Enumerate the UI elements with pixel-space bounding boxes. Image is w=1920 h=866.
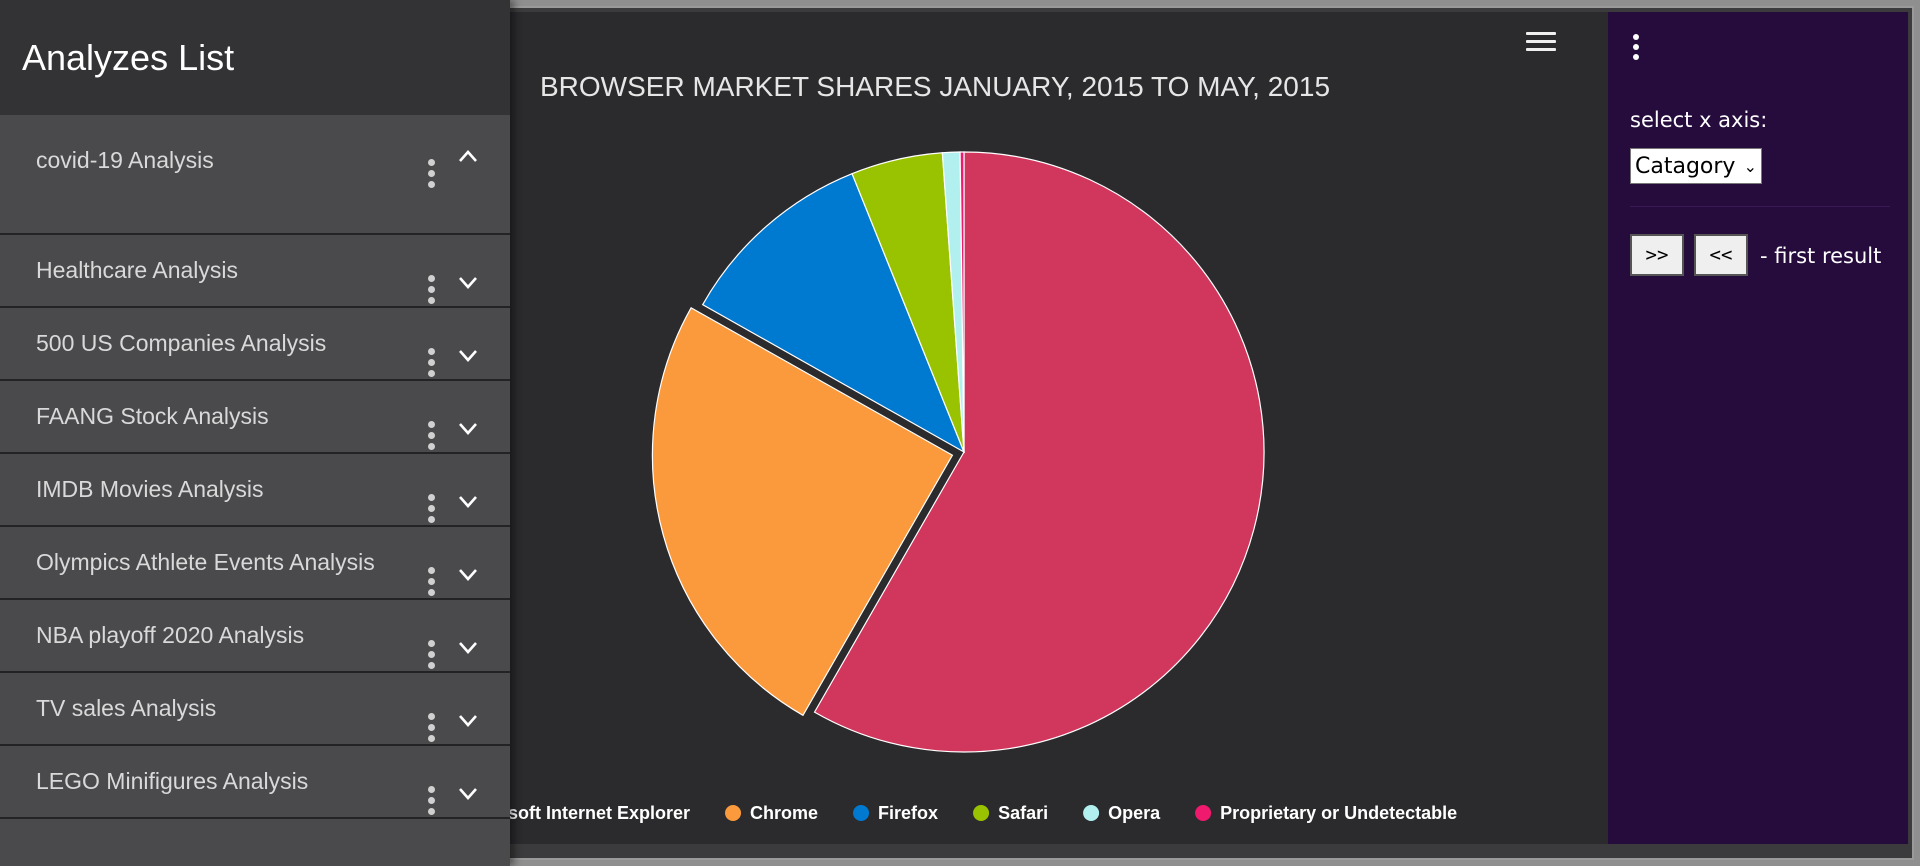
- x-axis-selected-value: Catagory: [1635, 153, 1736, 179]
- chevron-down-icon[interactable]: [458, 275, 478, 289]
- legend-item[interactable]: rosoft Internet Explorer: [500, 803, 690, 823]
- analysis-item-label: covid-19 Analysis: [36, 147, 214, 173]
- analysis-list-item[interactable]: Olympics Athlete Events Analysis: [0, 527, 510, 600]
- legend-item[interactable]: Chrome: [750, 803, 818, 823]
- options-panel: select x axis: Catagory ⌄ >> << - first …: [1608, 12, 1908, 844]
- sidebar-title: Analyzes List: [0, 0, 510, 115]
- chart-legend: rosoft Internet Explorer Chrome Firefox Saf…: [500, 803, 1457, 823]
- x-axis-select[interactable]: Catagory ⌄: [1630, 148, 1762, 184]
- analysis-item-label: Healthcare Analysis: [36, 257, 238, 283]
- divider: [1630, 206, 1890, 207]
- analysis-item-label: TV sales Analysis: [36, 695, 217, 721]
- pie-chart: BROWSER MARKET SHARES JANUARY, 2015 TO M…: [500, 71, 1457, 823]
- analysis-list: covid-19 Analysis Healthcare Analysis 500 …: [0, 115, 510, 819]
- legend-marker: [1083, 805, 1100, 821]
- analysis-list-item[interactable]: Healthcare Analysis: [0, 235, 510, 308]
- item-more-icon[interactable]: [428, 494, 435, 523]
- next-result-button[interactable]: >>: [1630, 234, 1684, 276]
- result-status: - first result: [1760, 244, 1882, 268]
- analysis-list-item[interactable]: 500 US Companies Analysis: [0, 308, 510, 381]
- item-more-icon[interactable]: [428, 713, 435, 742]
- item-more-icon[interactable]: [428, 348, 435, 377]
- legend-item[interactable]: Opera: [1108, 803, 1161, 823]
- pie-slice-microsoft-internet-explorer[interactable]: [813, 151, 1265, 753]
- item-more-icon[interactable]: [428, 275, 435, 304]
- analysis-item-label: Olympics Athlete Events Analysis: [36, 549, 375, 575]
- pie-slice-firefox[interactable]: [701, 172, 966, 454]
- pie-slice-proprietary-or-undetectable[interactable]: [959, 151, 965, 453]
- chevron-down-icon[interactable]: [458, 640, 478, 654]
- analysis-list-item[interactable]: covid-19 Analysis: [0, 115, 510, 235]
- chevron-down-icon[interactable]: [458, 567, 478, 581]
- legend-item[interactable]: Safari: [998, 803, 1048, 823]
- analysis-list-item[interactable]: NBA playoff 2020 Analysis: [0, 600, 510, 673]
- item-more-icon[interactable]: [428, 786, 435, 815]
- analysis-item-label: 500 US Companies Analysis: [36, 330, 327, 356]
- chart-title: BROWSER MARKET SHARES JANUARY, 2015 TO M…: [540, 71, 1330, 102]
- analyzes-sidebar: Analyzes List covid-19 Analysis Healthcar…: [0, 0, 510, 866]
- item-more-icon[interactable]: [428, 159, 435, 188]
- legend-marker: [1195, 805, 1212, 821]
- legend-marker: [725, 805, 742, 821]
- legend-item[interactable]: Firefox: [878, 803, 938, 823]
- chevron-down-icon[interactable]: [458, 713, 478, 727]
- analysis-list-item[interactable]: TV sales Analysis: [0, 673, 510, 746]
- analysis-item-label: NBA playoff 2020 Analysis: [36, 622, 305, 648]
- chevron-down-icon[interactable]: [458, 348, 478, 362]
- prev-result-button[interactable]: <<: [1694, 234, 1748, 276]
- legend-item[interactable]: Proprietary or Undetectable: [1220, 803, 1457, 823]
- analysis-item-label: IMDB Movies Analysis: [36, 476, 264, 502]
- legend-marker: [853, 805, 870, 821]
- chart-menu-icon[interactable]: [1526, 32, 1556, 54]
- analysis-list-item[interactable]: IMDB Movies Analysis: [0, 454, 510, 527]
- legend-marker: [973, 805, 990, 821]
- x-axis-label: select x axis:: [1630, 108, 1768, 132]
- panel-more-icon[interactable]: [1633, 34, 1639, 60]
- analysis-list-item[interactable]: FAANG Stock Analysis: [0, 381, 510, 454]
- chevron-up-icon[interactable]: [458, 149, 478, 163]
- analysis-list-item[interactable]: LEGO Minifigures Analysis: [0, 746, 510, 819]
- pie-slice-chrome[interactable]: [651, 307, 954, 717]
- chevron-down-icon[interactable]: [458, 494, 478, 508]
- pie-slices: [651, 151, 1265, 753]
- chevron-down-icon[interactable]: [458, 421, 478, 435]
- item-more-icon[interactable]: [428, 640, 435, 669]
- chevron-down-icon: ⌄: [1743, 156, 1757, 176]
- item-more-icon[interactable]: [428, 421, 435, 450]
- analysis-item-label: FAANG Stock Analysis: [36, 403, 269, 429]
- item-more-icon[interactable]: [428, 567, 435, 596]
- chevron-down-icon[interactable]: [458, 786, 478, 800]
- analysis-item-label: LEGO Minifigures Analysis: [36, 768, 309, 794]
